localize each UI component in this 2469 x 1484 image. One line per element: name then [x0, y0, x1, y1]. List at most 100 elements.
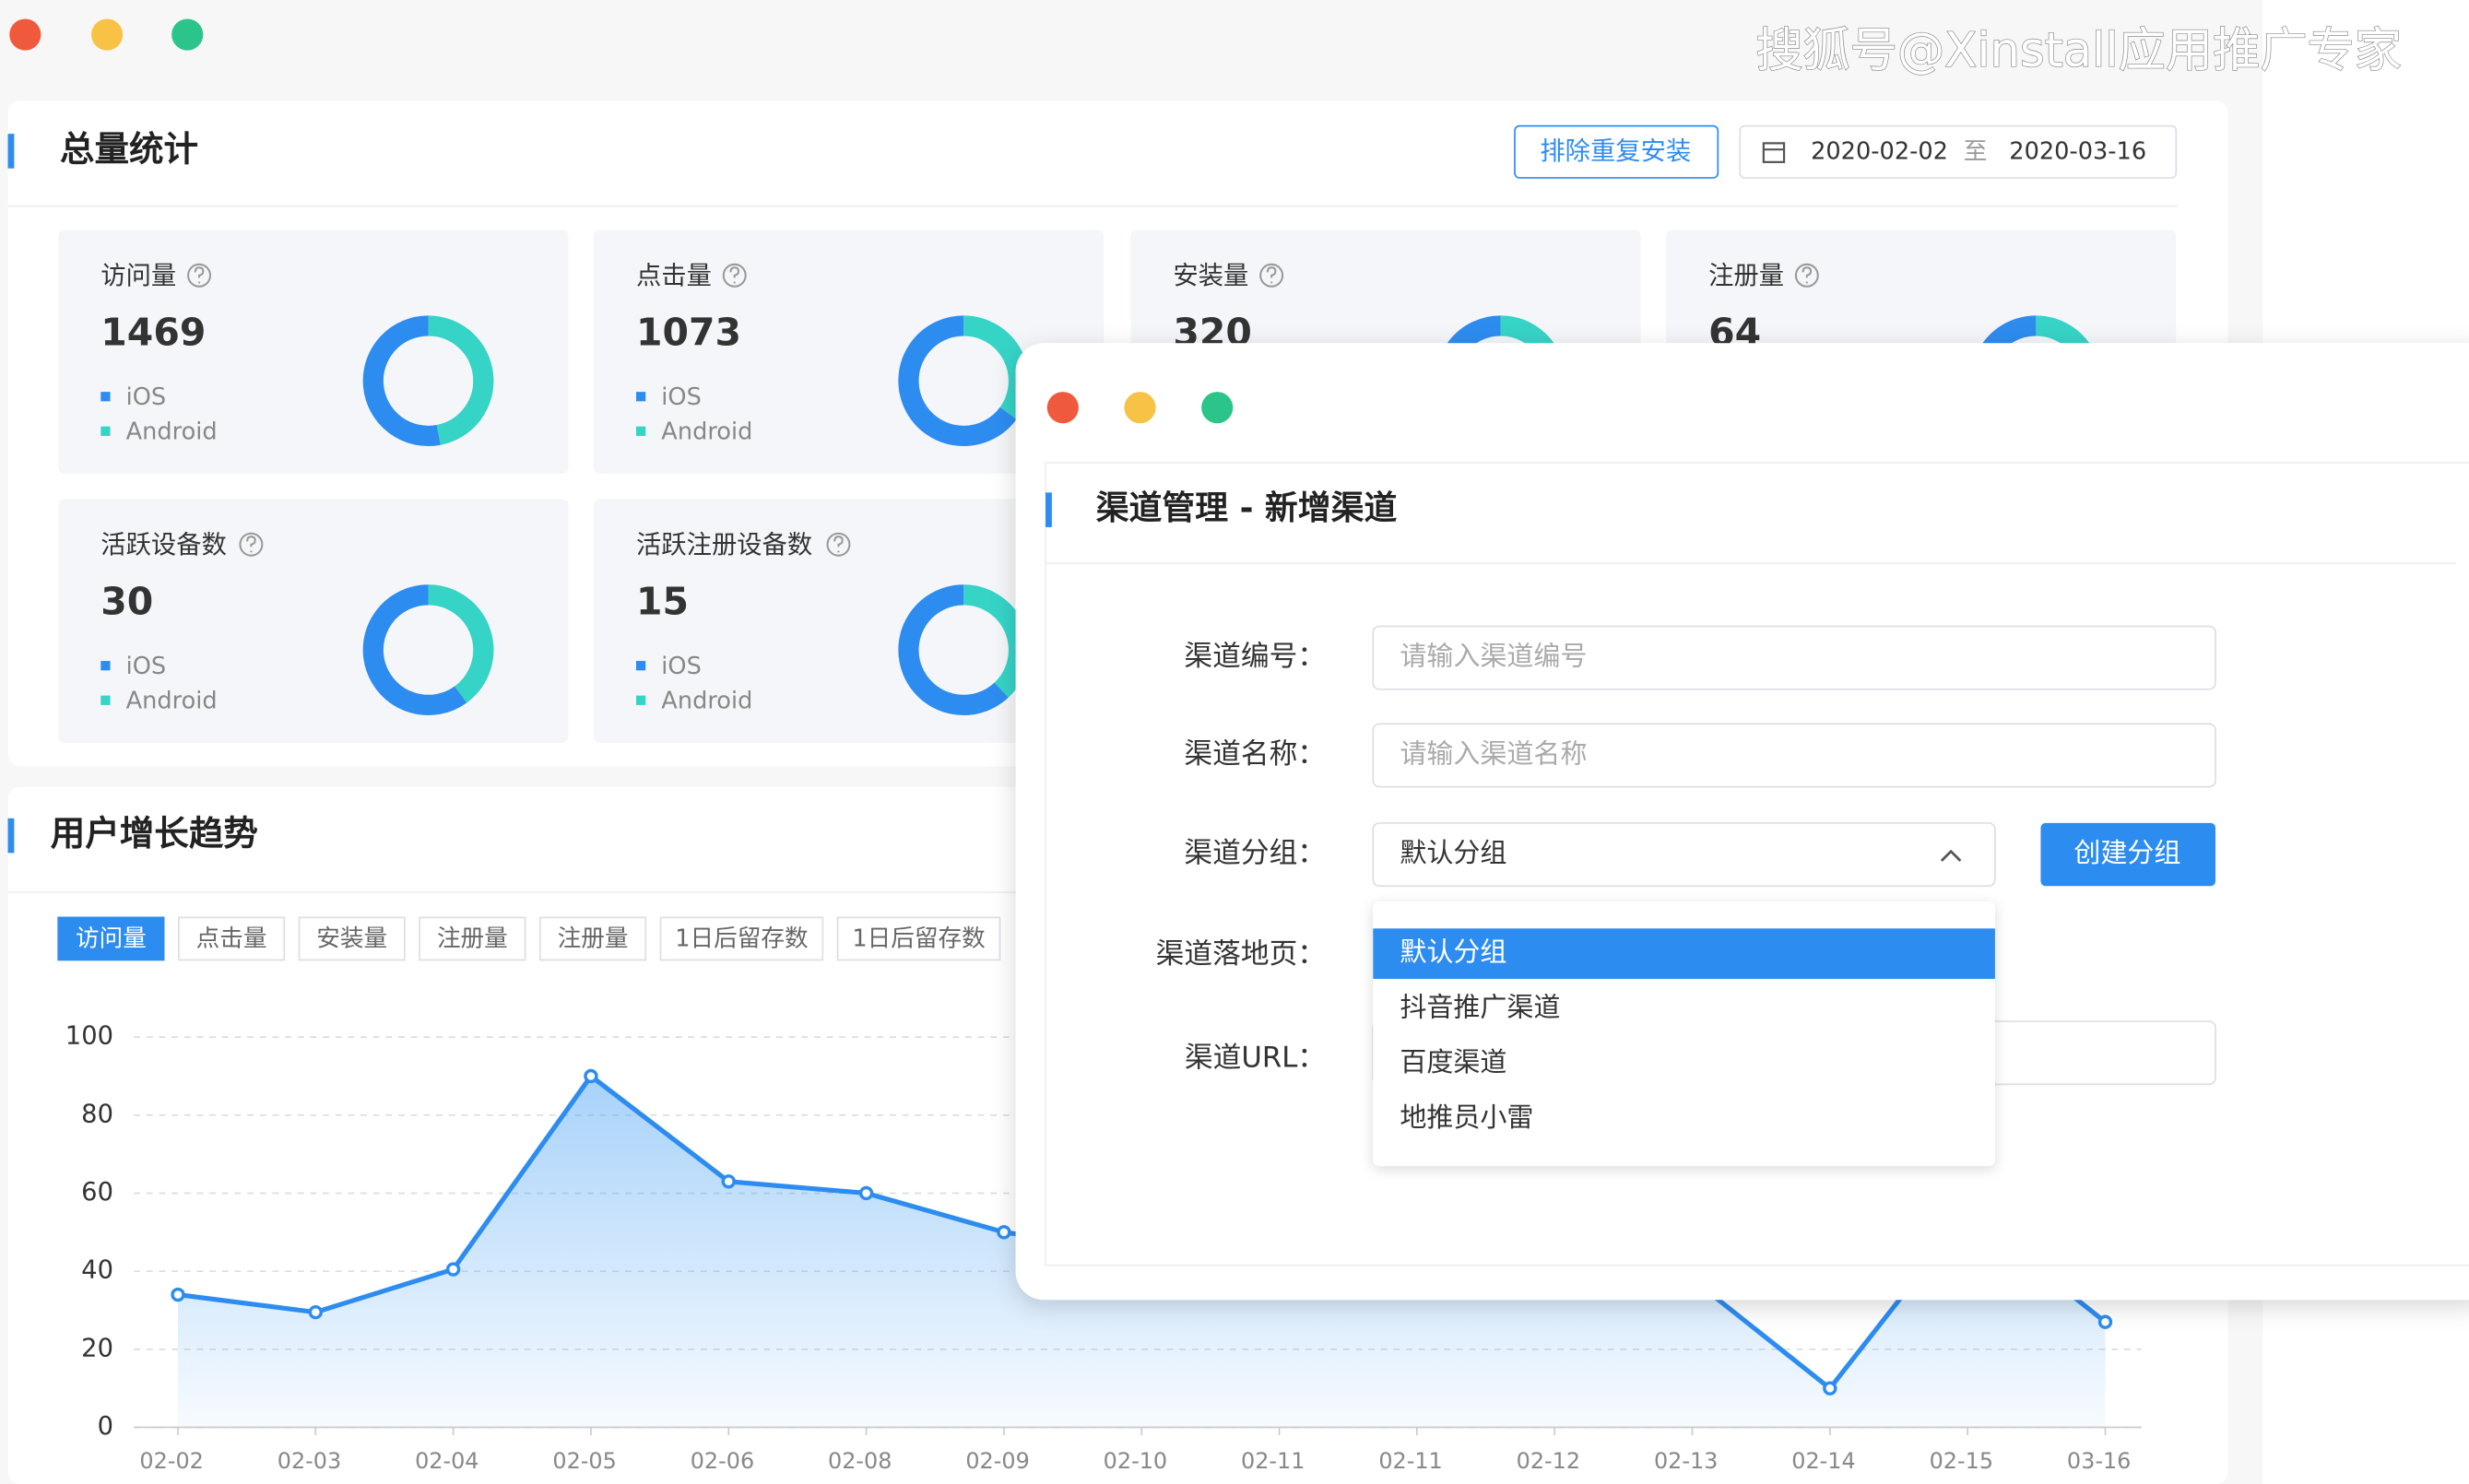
- donut-android: [428, 315, 494, 445]
- help-icon: [722, 263, 747, 288]
- select-input[interactable]: [1372, 822, 1996, 888]
- donut-android: [963, 584, 1030, 698]
- title-bar: [7, 134, 15, 169]
- calendar-icon: [1762, 142, 1786, 163]
- chart-tab-label[interactable]: 访问量: [76, 925, 147, 952]
- window-dot: [1201, 392, 1234, 424]
- x-tick-label: 02-04: [415, 1448, 478, 1474]
- create-group-button[interactable]: [2040, 822, 2216, 887]
- legend-label: Android: [661, 687, 752, 714]
- dropdown-item[interactable]: 百度渠道: [1400, 1046, 1506, 1078]
- chart-tab[interactable]: [419, 916, 526, 961]
- window-dot: [9, 18, 41, 51]
- help-icon: [187, 263, 212, 288]
- point: [584, 1068, 598, 1084]
- point: [308, 1304, 323, 1320]
- help-icon: [826, 532, 851, 557]
- legend-label: iOS: [126, 383, 167, 411]
- dropdown-item[interactable]: 地推员小雷: [1400, 1101, 1533, 1133]
- legend-swatch: [635, 392, 646, 402]
- dropdown-item[interactable]: 抖音推广渠道: [1400, 991, 1560, 1022]
- chart-tab[interactable]: [659, 916, 824, 961]
- chart-tab[interactable]: [57, 916, 165, 961]
- help-icon: [1266, 266, 1277, 284]
- chart-tab-label[interactable]: 1日后留存数: [675, 925, 808, 952]
- text-input[interactable]: [1372, 723, 2216, 788]
- panel-title: 总量统计: [60, 128, 198, 169]
- stat-value: 1073: [636, 311, 741, 355]
- legend-swatch: [100, 426, 111, 436]
- dropdown-highlight[interactable]: [1373, 928, 1995, 979]
- point: [171, 1287, 185, 1302]
- chart-tab-label[interactable]: 点击量: [196, 925, 267, 952]
- y-tick-label: 40: [81, 1256, 113, 1285]
- x-tick-label: 02-11: [1241, 1448, 1305, 1474]
- x-tick-label: 02-03: [278, 1448, 341, 1474]
- chart-tab-label[interactable]: 注册量: [437, 925, 508, 952]
- date-start: 2020-02-02: [1811, 138, 1948, 166]
- donut-ios: [898, 315, 1017, 447]
- point: [997, 1225, 1011, 1240]
- stat-value: 15: [636, 580, 689, 624]
- window-dot: [1124, 392, 1156, 424]
- help-icon: [246, 536, 256, 553]
- legend-swatch: [635, 695, 646, 705]
- help-icon: [1259, 263, 1284, 288]
- modal-title: 渠道管理 - 新增渠道: [1096, 489, 1398, 527]
- date-picker[interactable]: [1739, 124, 2178, 179]
- x-tick-label: 02-15: [1930, 1448, 1993, 1474]
- title-bar: [1045, 492, 1052, 527]
- x-tick-label: 02-08: [828, 1448, 892, 1474]
- x-tick-label: 02-11: [1378, 1448, 1442, 1474]
- stat-label: 安装量: [1173, 262, 1248, 290]
- legend-swatch: [635, 426, 646, 436]
- create-group-label[interactable]: 创建分组: [2073, 837, 2180, 868]
- help-icon: [194, 266, 205, 284]
- stat-label: 活跃注册设备数: [636, 531, 812, 559]
- y-tick-label: 60: [81, 1178, 113, 1207]
- x-tick-label: 02-09: [965, 1448, 1029, 1474]
- dropdown-item[interactable]: 默认分组: [1400, 936, 1506, 968]
- chart-tab[interactable]: [298, 916, 406, 961]
- chart-tab-label[interactable]: 注册量: [558, 925, 629, 952]
- exclude-button-label[interactable]: 排除重复安装: [1540, 137, 1691, 166]
- x-tick-label: 03-16: [2067, 1448, 2131, 1474]
- stat-card: [593, 499, 1105, 743]
- window-dot: [91, 18, 124, 51]
- y-tick-label: 80: [81, 1100, 113, 1128]
- chart-tab[interactable]: [836, 916, 1001, 961]
- exclude-button[interactable]: [1514, 124, 1719, 179]
- stat-value: 1469: [100, 311, 206, 355]
- donut-ios: [362, 315, 441, 446]
- help-icon: [1794, 263, 1819, 288]
- input-placeholder: 请输入渠道名称: [1400, 738, 1587, 770]
- stat-label: 注册量: [1708, 262, 1784, 290]
- y-tick-label: 100: [65, 1022, 113, 1051]
- legend-label: iOS: [661, 383, 702, 411]
- legend-label: Android: [126, 418, 218, 446]
- point: [721, 1174, 736, 1189]
- stat-label: 点击量: [636, 262, 712, 290]
- legend-label: Android: [661, 418, 752, 446]
- date-separator: 至: [1964, 138, 1988, 166]
- window-dot: [1046, 392, 1079, 424]
- chart-tab[interactable]: [538, 916, 647, 961]
- legend-label: Android: [126, 687, 218, 714]
- form-label: 渠道分组：: [1184, 837, 1326, 870]
- chart-tab-label[interactable]: 安装量: [316, 925, 387, 952]
- x-tick-label: 02-14: [1791, 1448, 1855, 1474]
- window-dot: [171, 18, 204, 51]
- donut-android: [428, 584, 494, 703]
- form-label: 渠道名称：: [1184, 737, 1326, 771]
- help-icon: [239, 532, 264, 557]
- chart-tab[interactable]: [177, 916, 286, 961]
- title-bar: [7, 818, 15, 854]
- legend-swatch: [100, 695, 111, 705]
- chart-tab-label[interactable]: 1日后留存数: [852, 925, 985, 952]
- text-input[interactable]: [1372, 625, 2216, 690]
- y-tick-label: 20: [81, 1334, 113, 1362]
- form-label: 渠道编号：: [1184, 640, 1326, 673]
- donut-ios: [898, 584, 1009, 715]
- point: [858, 1185, 874, 1201]
